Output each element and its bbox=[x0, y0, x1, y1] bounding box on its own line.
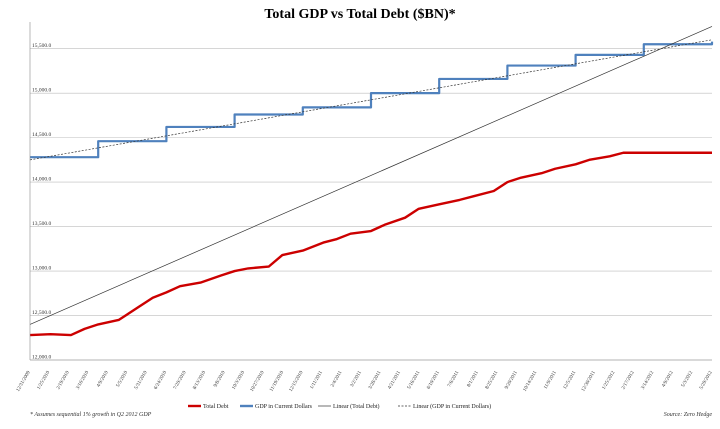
y-tick-label: 13,000.0 bbox=[32, 266, 52, 272]
series-line-total-debt bbox=[29, 151, 712, 337]
y-tick-label: 15,000.0 bbox=[32, 88, 52, 94]
y-tick-label: 14,500.0 bbox=[32, 132, 52, 138]
y-tick-label: 14,000.0 bbox=[32, 177, 52, 183]
legend-label: Total Debt bbox=[203, 404, 229, 410]
y-tick-label: 12,000.0 bbox=[32, 355, 52, 361]
source-note: Source: Zero Hedge bbox=[664, 412, 713, 418]
y-axis-ticks: 12,000.0 12,500.0 13,000.0 13,500.0 14,000.0… bbox=[32, 43, 52, 360]
y-tick-label: 12,500.0 bbox=[32, 310, 52, 316]
series-line-gdp-in-current-dollars bbox=[30, 41, 714, 159]
series-line-linear-total-debt- bbox=[29, 26, 713, 325]
footnote: * Assumes sequential 1% growth in Q2 201… bbox=[30, 412, 152, 418]
legend-label: Linear (Total Debt) bbox=[333, 403, 380, 410]
y-tick-label: 13,500.0 bbox=[32, 221, 52, 227]
series-group bbox=[29, 26, 714, 337]
legend-label: Linear (GDP in Current Dollars) bbox=[413, 403, 491, 410]
chart-title: Total GDP vs Total Debt ($BN)* bbox=[264, 7, 455, 22]
y-tick-label: 15,500.0 bbox=[32, 43, 52, 49]
legend: Total Debt GDP in Current Dollars Linear (… bbox=[188, 403, 491, 410]
gridlines bbox=[30, 48, 712, 361]
legend-label: GDP in Current Dollars bbox=[255, 404, 313, 410]
